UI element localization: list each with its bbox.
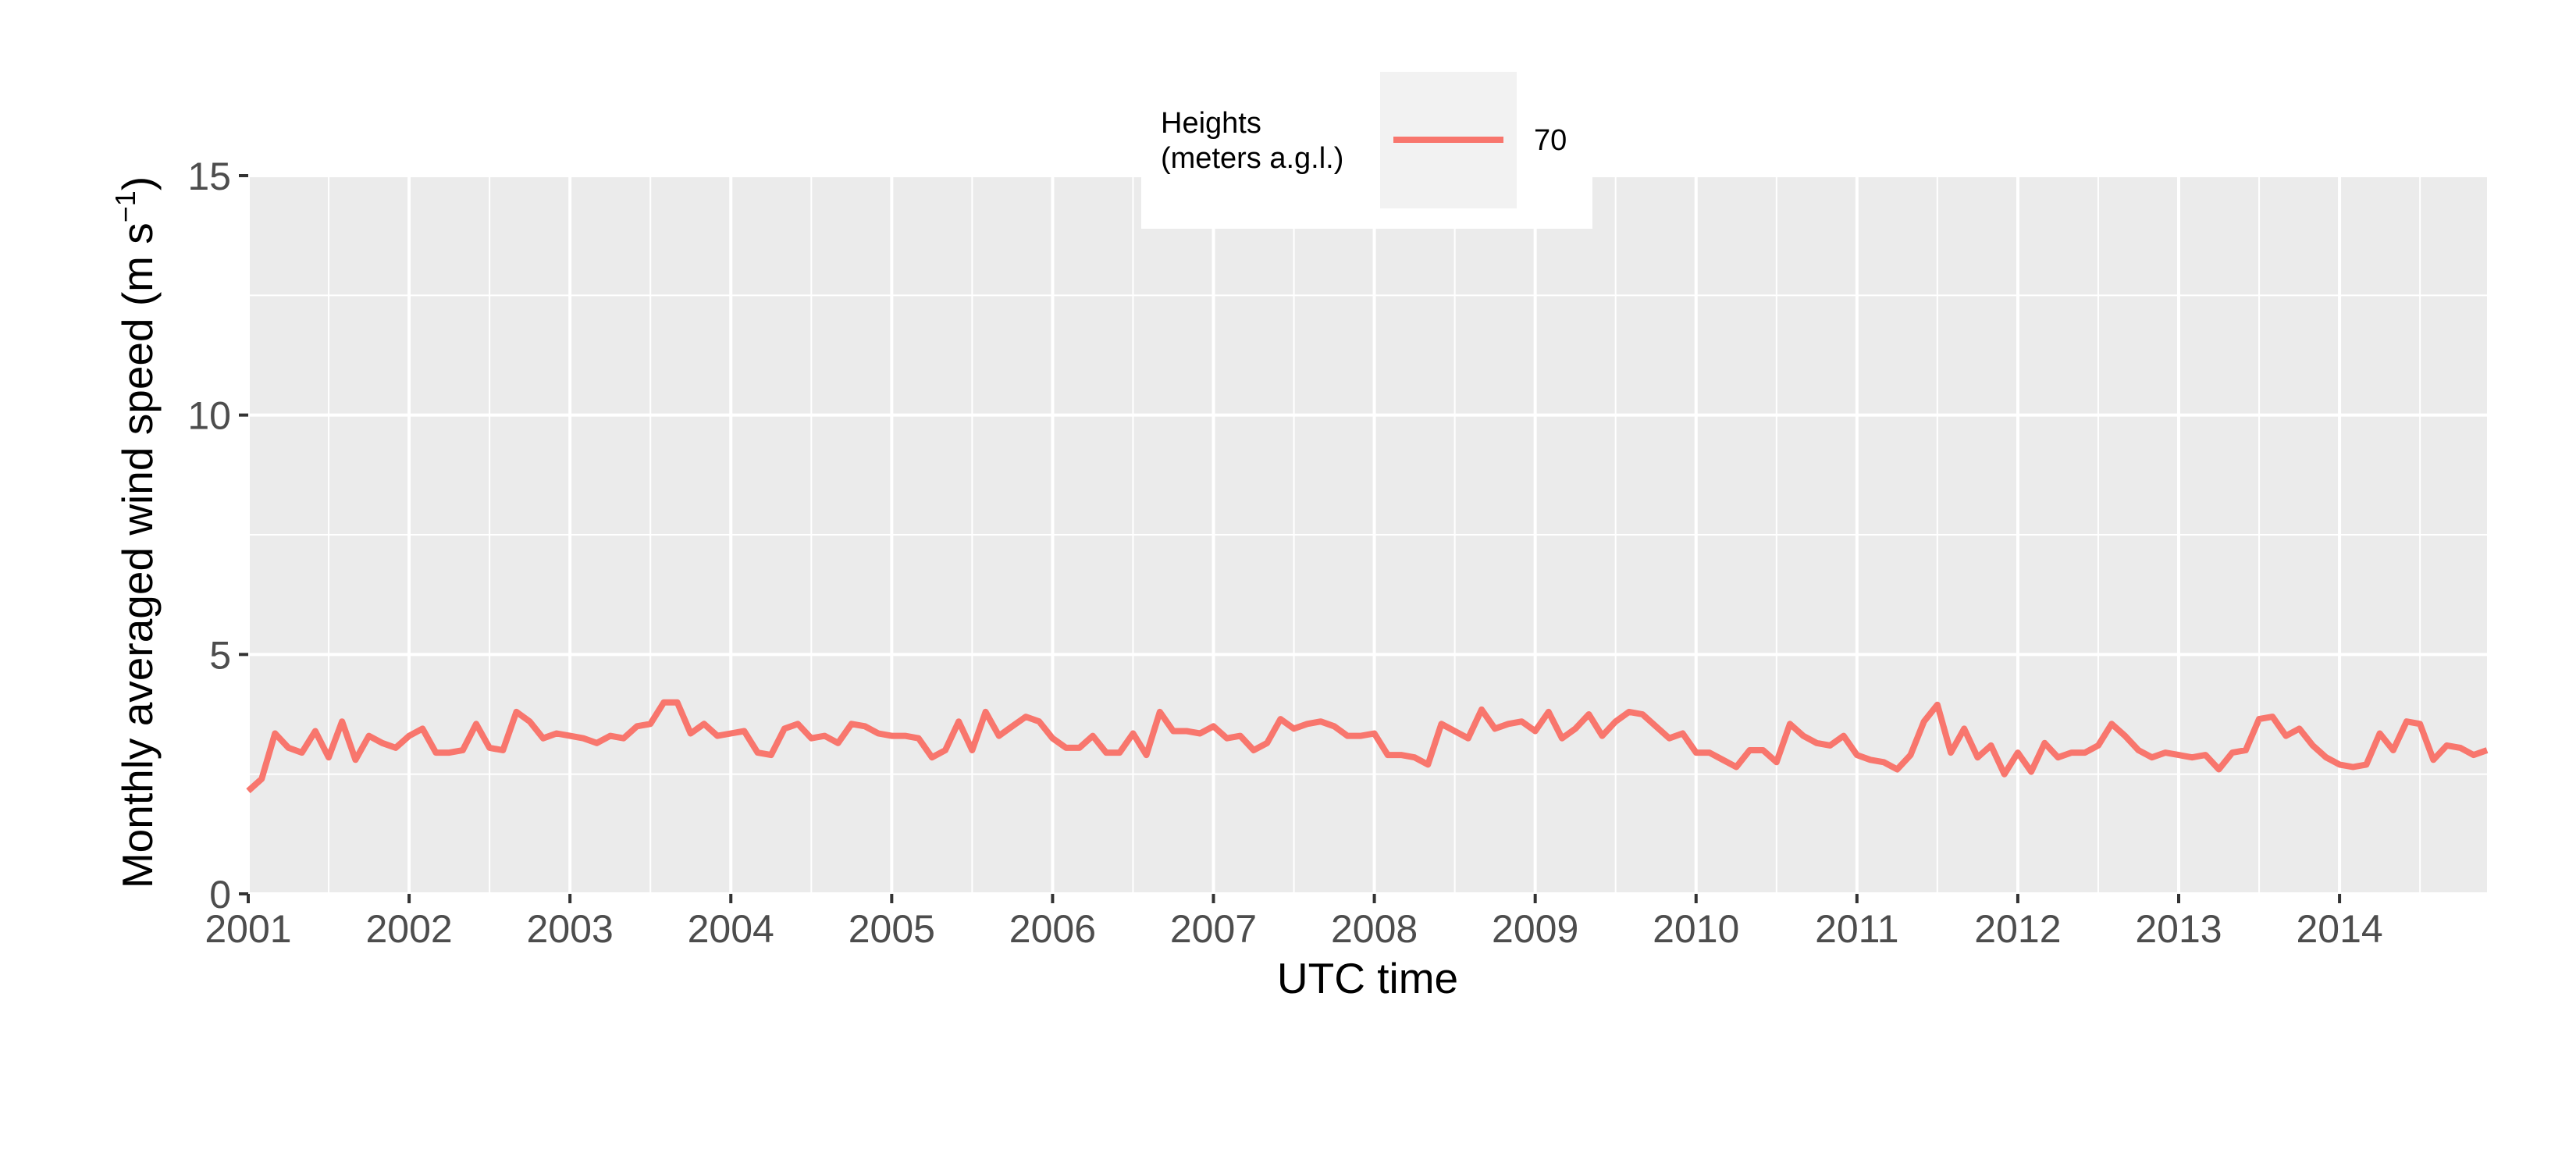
y-axis-title-superscript: −1 [109, 190, 141, 222]
x-axis-title: UTC time [1277, 954, 1458, 1002]
y-tick-label-15: 15 [187, 155, 231, 198]
x-tick-label-2001: 2001 [205, 907, 291, 951]
x-tick-label-2008: 2008 [1331, 907, 1418, 951]
legend: Heights (meters a.g.l.) 70 [1141, 69, 1592, 229]
legend-title-line1: Heights [1161, 107, 1261, 140]
legend-title-line2: (meters a.g.l.) [1161, 142, 1343, 175]
grid-major [247, 174, 2487, 895]
y-axis-title: Monthly averaged wind speed (m s−1) [109, 176, 162, 888]
x-axis: 2001 2002 2003 2004 2005 2006 2007 2008 2009 2010… [205, 894, 2383, 951]
series-layer [246, 699, 2489, 794]
y-tick-label-0: 0 [209, 873, 231, 917]
x-tick-label-2011: 2011 [1815, 907, 1899, 951]
series-line-70 [246, 699, 2489, 794]
x-tick-label-2009: 2009 [1492, 907, 1578, 951]
y-axis: 0 5 10 15 [187, 155, 248, 917]
grid-minor [248, 176, 2487, 894]
legend-label-70: 70 [1534, 124, 1567, 157]
x-tick-label-2004: 2004 [688, 907, 774, 951]
y-axis-title-text: Monthly averaged wind speed (m s [113, 222, 162, 888]
x-tick-label-2013: 2013 [2135, 907, 2222, 951]
x-tick-label-2014: 2014 [2296, 907, 2382, 951]
x-tick-label-2007: 2007 [1170, 907, 1257, 951]
x-tick-label-2010: 2010 [1653, 907, 1739, 951]
x-tick-label-2012: 2012 [1974, 907, 2061, 951]
x-tick-label-2005: 2005 [849, 907, 935, 951]
legend-background [1141, 69, 1592, 229]
x-tick-label-2006: 2006 [1009, 907, 1096, 951]
x-tick-label-2003: 2003 [527, 907, 614, 951]
y-tick-label-10: 10 [187, 394, 231, 438]
y-tick-label-5: 5 [209, 633, 231, 677]
x-tick-label-2002: 2002 [365, 907, 452, 951]
y-axis-title-close: ) [113, 176, 162, 190]
